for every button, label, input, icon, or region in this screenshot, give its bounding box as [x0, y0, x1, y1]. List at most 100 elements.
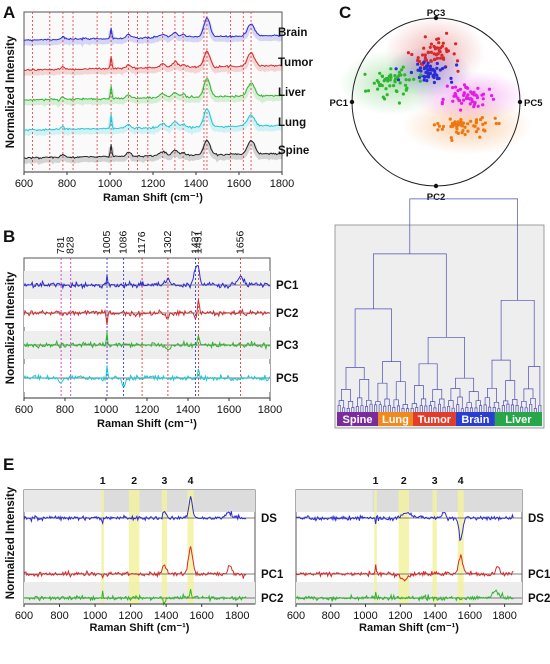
data-point: [397, 70, 401, 74]
x-tick-label: 1600: [189, 610, 213, 622]
data-point: [434, 53, 438, 57]
data-point: [412, 77, 416, 81]
data-point: [470, 99, 474, 104]
data-point: [366, 89, 371, 93]
x-tick-label: 1200: [118, 610, 142, 622]
series-label: PC2: [528, 593, 550, 605]
data-point: [436, 37, 441, 41]
data-point: [422, 61, 426, 65]
axis-anchor: [433, 183, 439, 189]
data-point: [432, 80, 436, 85]
data-point: [432, 44, 436, 49]
axis-anchor: [433, 15, 439, 21]
data-point: [442, 57, 446, 61]
data-point: [403, 73, 407, 77]
shade-region: [102, 490, 255, 512]
data-point: [490, 94, 494, 98]
group-label: Brain: [461, 414, 489, 426]
series-band: [23, 79, 284, 108]
data-point: [433, 57, 437, 61]
group-bar: [494, 412, 542, 426]
highlight-band: [457, 490, 464, 604]
data-point: [452, 52, 456, 56]
data-point: [425, 79, 429, 83]
peak-label: 828: [65, 236, 77, 254]
data-point: [439, 56, 443, 60]
band-label: 3: [432, 475, 438, 487]
data-point: [429, 59, 433, 63]
data-point: [363, 72, 367, 76]
shade-region: [372, 490, 522, 512]
band-label: 1: [373, 475, 379, 487]
data-point: [472, 90, 476, 94]
data-point: [456, 96, 460, 100]
data-point: [483, 129, 487, 133]
data-point: [437, 49, 441, 53]
x-tick-label: 1400: [176, 404, 200, 416]
data-point: [432, 73, 436, 77]
data-point: [469, 90, 473, 94]
dendrogram-link: [409, 198, 518, 301]
data-point: [422, 78, 426, 82]
data-point: [437, 124, 441, 128]
panel-c: C PC3 PC1 PC5 PC2: [330, 3, 544, 203]
x-tick-label: 800: [56, 404, 74, 416]
shade-region: [24, 490, 103, 512]
data-point: [463, 132, 467, 137]
data-point: [449, 76, 453, 80]
axis-anchor: [517, 99, 523, 105]
group-label: Lung: [382, 414, 409, 426]
data-point: [425, 64, 430, 68]
x-tick-label: 1800: [258, 404, 282, 416]
data-point: [372, 81, 376, 85]
data-point: [493, 116, 497, 120]
data-point: [376, 87, 380, 91]
data-point: [478, 135, 482, 139]
data-point: [378, 71, 382, 75]
axis-label-top: PC3: [427, 8, 445, 19]
data-point: [494, 121, 498, 126]
data-point: [435, 73, 439, 77]
data-point: [422, 46, 426, 50]
data-point: [468, 102, 472, 106]
x-tick-label: 1600: [227, 178, 251, 190]
data-point: [435, 66, 439, 70]
data-point: [406, 51, 410, 55]
axis-label-right: PC5: [524, 98, 543, 109]
series-label: PC1: [528, 569, 550, 581]
highlight-band: [398, 490, 409, 604]
data-point: [452, 94, 456, 98]
x-axis-title: Raman Shift (cm⁻¹): [359, 622, 459, 634]
data-point: [423, 35, 427, 39]
data-point: [450, 121, 454, 126]
data-point: [455, 59, 460, 63]
series-line: [23, 78, 283, 102]
data-point: [417, 59, 421, 64]
data-point: [389, 75, 393, 79]
data-point: [398, 81, 402, 85]
data-point: [394, 67, 398, 71]
data-point: [476, 104, 480, 108]
highlight-band: [432, 490, 437, 604]
data-point: [396, 78, 401, 82]
data-point: [435, 56, 439, 60]
data-point: [388, 84, 392, 88]
series-label: Spine: [278, 145, 309, 157]
x-axis-title: Raman Shift (cm⁻¹): [97, 418, 197, 430]
data-point: [380, 84, 384, 88]
data-point: [432, 68, 436, 72]
data-point: [481, 122, 485, 126]
data-point: [459, 108, 463, 112]
series-label: DS: [261, 513, 277, 525]
data-point: [380, 74, 384, 78]
x-tick-label: 800: [58, 178, 76, 190]
axis-anchor: [349, 99, 355, 105]
series-label: PC1: [276, 280, 299, 292]
data-point: [426, 61, 430, 65]
data-point: [428, 45, 432, 49]
series-label: Brain: [278, 27, 307, 39]
series-line: [24, 108, 283, 132]
group-bar: [412, 412, 456, 426]
data-point: [468, 97, 473, 101]
